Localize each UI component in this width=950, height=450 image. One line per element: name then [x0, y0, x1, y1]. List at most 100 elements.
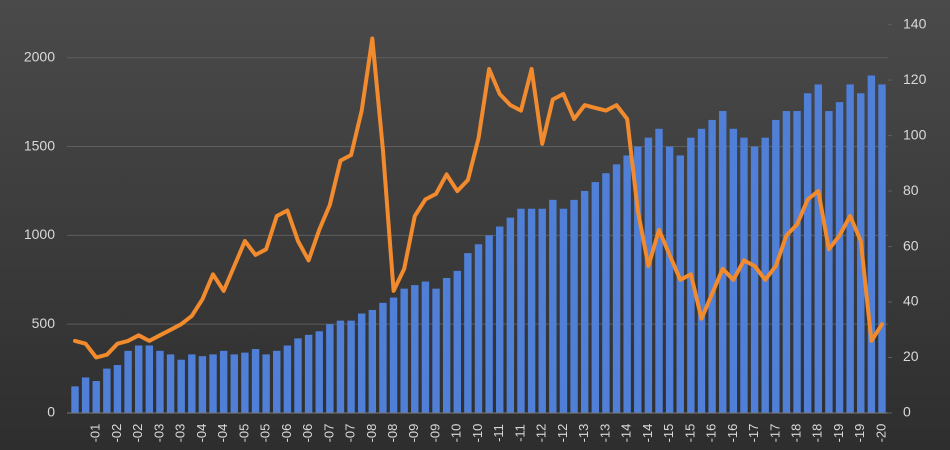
bar [336, 320, 345, 413]
y-tick-label: 1500 [24, 137, 55, 153]
bar [729, 128, 738, 413]
bar [538, 208, 546, 413]
bar [177, 359, 185, 413]
y2-tick-label: 40 [903, 293, 919, 309]
y-tick-label: 0 [47, 404, 55, 420]
bar [156, 350, 164, 413]
x-tick-label: -03 [151, 424, 166, 443]
bar [209, 354, 217, 413]
bar [230, 354, 238, 413]
bar [644, 137, 653, 413]
x-tick-label: -01 [88, 424, 103, 443]
y2-tick-label: 100 [903, 126, 927, 142]
bar [634, 146, 642, 414]
bar [719, 111, 727, 414]
bar [368, 309, 377, 413]
bar [347, 320, 355, 413]
x-tick-label: -08 [385, 424, 400, 443]
bar [517, 208, 525, 413]
bar [81, 377, 90, 413]
bar [103, 368, 111, 413]
bar [432, 288, 440, 413]
bar [549, 199, 557, 413]
bar [315, 331, 323, 413]
bar [782, 111, 791, 414]
bar [803, 93, 812, 414]
bar [145, 345, 154, 413]
y-tick-label: 1000 [24, 226, 55, 242]
bar [92, 381, 100, 413]
y2-tick-label: 20 [903, 348, 919, 364]
bar [697, 128, 706, 413]
bar [867, 75, 876, 413]
x-tick-label: -06 [300, 424, 315, 443]
y-tick-label: 500 [32, 315, 56, 331]
x-tick-label: -19 [852, 424, 867, 443]
bar [506, 217, 515, 413]
bar [793, 111, 801, 414]
bar [400, 288, 408, 413]
x-tick-label: -02 [130, 424, 145, 443]
bar [379, 302, 387, 413]
x-tick-label: -06 [279, 424, 294, 443]
bar [761, 137, 769, 413]
x-tick-label: -12 [555, 424, 570, 443]
x-tick-label: -10 [470, 424, 485, 443]
x-tick-label: -15 [661, 424, 676, 443]
bar [251, 349, 260, 413]
bar [304, 334, 313, 413]
x-tick-label: -05 [236, 424, 251, 443]
bar [273, 350, 281, 413]
x-tick-label: -09 [406, 424, 421, 443]
x-tick-label: -04 [194, 424, 209, 443]
y-tick-label: 2000 [24, 48, 55, 64]
bar [665, 146, 674, 414]
x-tick-label: -05 [258, 424, 273, 443]
x-tick-label: -09 [427, 424, 442, 443]
bar [878, 84, 886, 413]
bar [357, 313, 366, 413]
x-tick-label: -08 [364, 424, 379, 443]
x-tick-label: -17 [746, 424, 761, 443]
x-tick-label: -16 [704, 424, 719, 443]
y2-tick-label: 80 [903, 182, 919, 198]
x-tick-label: -03 [173, 424, 188, 443]
y2-tick-label: 0 [903, 404, 911, 420]
x-tick-label: -07 [321, 424, 336, 443]
y2-tick-label: 120 [903, 71, 927, 87]
x-tick-label: -20 [873, 424, 888, 443]
x-tick-label: -17 [767, 424, 782, 443]
x-tick-label: -04 [215, 424, 230, 443]
bar [124, 350, 132, 413]
bar [485, 235, 493, 413]
x-tick-label: -18 [788, 424, 803, 443]
bar [442, 278, 451, 413]
bar [580, 190, 589, 413]
bar [740, 137, 748, 413]
line [73, 36, 884, 360]
bar [294, 338, 302, 413]
x-tick-label: -15 [682, 424, 697, 443]
x-tick-label: -18 [810, 424, 825, 443]
x-tick-label: -13 [597, 424, 612, 443]
x-tick-label: -13 [576, 424, 591, 443]
bar [591, 182, 600, 413]
bar [655, 128, 663, 413]
bar [326, 324, 334, 413]
bar [623, 155, 631, 413]
bar [134, 345, 143, 413]
bar [411, 285, 419, 413]
bar [474, 244, 483, 413]
bar [389, 297, 398, 413]
bar [612, 164, 621, 413]
x-tick-label: -02 [109, 424, 124, 443]
bar [113, 365, 122, 413]
bar [283, 345, 292, 413]
bar [453, 270, 461, 413]
y2-tick-label: 60 [903, 237, 919, 253]
bar [241, 352, 249, 413]
x-tick-label: -10 [449, 424, 464, 443]
bar [188, 354, 196, 413]
bar [71, 386, 79, 413]
